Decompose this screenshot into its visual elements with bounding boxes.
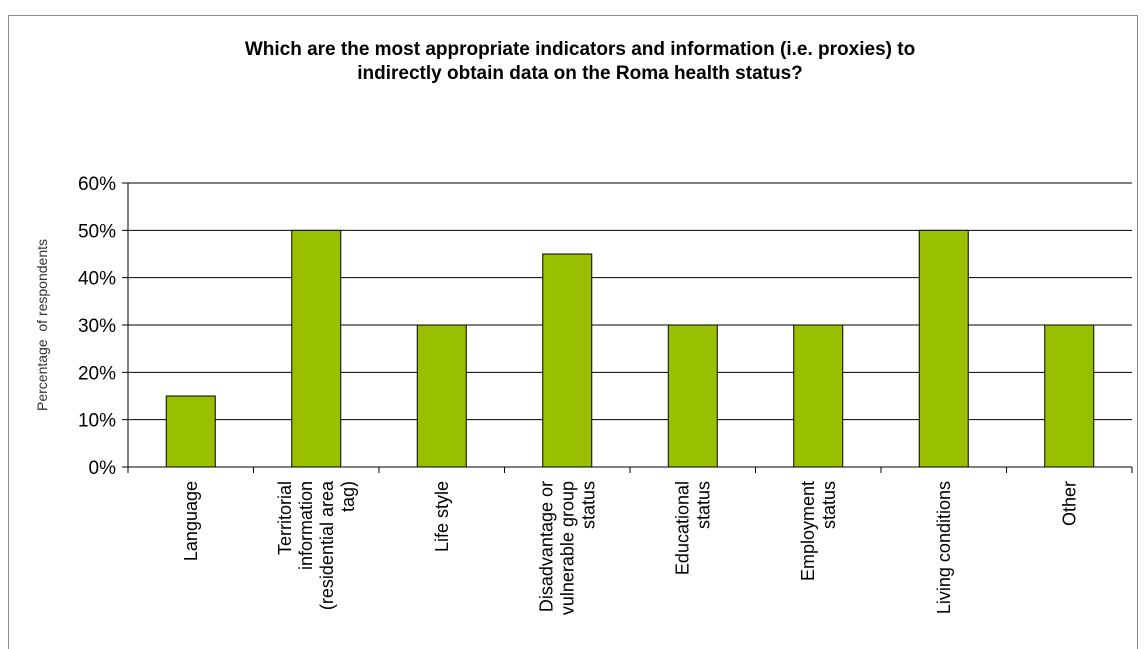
x-tick-label-1: Territorialinformation(residential areat… (275, 480, 358, 610)
bar-3 (542, 253, 593, 468)
y-axis-title: Percentage of respondents (34, 239, 50, 411)
y-tick-label-3: 30% (78, 316, 116, 337)
y-tick-label-5: 50% (78, 221, 116, 242)
y-tick-label-2: 20% (78, 363, 116, 384)
bar-4 (667, 324, 718, 468)
bar-0 (165, 395, 216, 468)
bar-6 (918, 229, 969, 468)
x-tick-label-7: Other (1059, 481, 1079, 526)
y-tick-label-4: 40% (78, 269, 116, 290)
bar-5 (793, 324, 844, 468)
y-tick-label-0: 0% (89, 458, 117, 479)
x-tick-label-4: Educationalstatus (672, 481, 713, 575)
x-tick-label-6: Living conditions (934, 481, 954, 614)
bar-2 (416, 324, 467, 468)
bar-7 (1044, 324, 1095, 468)
x-tick-label-3: Disadvantage orvulnerable groupstatus (536, 481, 598, 615)
x-tick-label-5: Employmentstatus (798, 481, 839, 581)
x-tick-label-2: Life style (432, 481, 452, 552)
y-tick-label-6: 60% (78, 174, 116, 195)
bar-1 (291, 229, 342, 468)
x-tick-label-0: Language (181, 481, 201, 561)
chart-title: Which are the most appropriate indicator… (244, 39, 916, 84)
y-tick-label-1: 10% (78, 411, 116, 432)
